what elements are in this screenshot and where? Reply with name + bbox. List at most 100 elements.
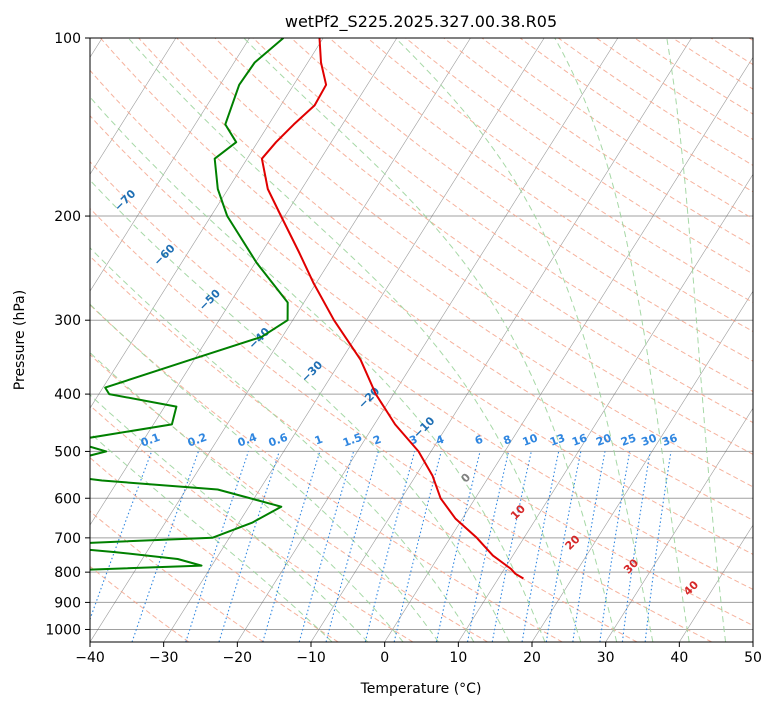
mixing-ratio-line [521, 451, 560, 642]
isotherm [384, 56, 753, 642]
isotherm [90, 38, 177, 175]
mixing-ratio-line [364, 451, 416, 642]
dry-adiabat-label: 30 [621, 556, 641, 576]
chart-title: wetPf2_S225.2025.327.00.38.R05 [285, 12, 557, 32]
x-tick-label: −10 [296, 650, 326, 666]
moist-adiabat [90, 303, 439, 642]
isotherm [90, 38, 398, 526]
plot-grid [90, 38, 753, 642]
dry-adiabat-label: 10 [508, 502, 528, 522]
x-tick-label: 50 [744, 650, 762, 666]
y-tick-label: 900 [54, 595, 81, 611]
dry-adiabat-label: −70 [112, 187, 139, 214]
mixing-ratio-line [325, 451, 379, 642]
moist-adiabat [554, 38, 690, 642]
y-tick-label: 300 [54, 313, 81, 329]
dry-adiabat-label: −60 [151, 242, 178, 269]
x-tick-label: −20 [223, 650, 253, 666]
y-tick-label: 200 [54, 209, 81, 225]
x-axis: −40 −30 −20 −10 0 10 20 30 40 50 [75, 642, 762, 666]
mixing-ratio-label: 10 [521, 431, 540, 449]
x-tick-label: 0 [380, 650, 389, 666]
dry-adiabat [481, 38, 753, 220]
mixing-ratio-line [599, 451, 631, 642]
x-tick-label: 10 [449, 650, 467, 666]
moist-adiabat [127, 38, 582, 642]
y-axis: 100 200 300 400 500 600 700 800 900 1000 [45, 31, 90, 638]
x-tick-label: 20 [523, 650, 541, 666]
mixing-ratio-label: 16 [570, 431, 589, 449]
moist-adiabat [90, 351, 404, 642]
mixing-ratio-line [572, 451, 606, 642]
moist-adiabat [90, 96, 546, 642]
moist-adiabat [666, 38, 727, 642]
dry-adiabat [90, 207, 712, 642]
mixing-ratio-label: 1.5 [341, 431, 364, 450]
mixing-ratio-line [131, 451, 199, 642]
mixing-ratio-label: 8 [502, 433, 514, 448]
mixing-ratio-label: 0.2 [186, 431, 209, 450]
x-tick-label: 40 [670, 650, 688, 666]
y-tick-label: 1000 [45, 622, 81, 638]
mixing-ratio-label: 6 [473, 433, 485, 448]
isotherm [752, 641, 753, 642]
y-axis-label: Pressure (hPa) [12, 290, 28, 390]
dry-adiabat [90, 353, 488, 642]
dry-adiabat-label: −90 [20, 99, 47, 126]
mixing-ratio-label: 25 [619, 431, 638, 448]
moist-adiabat [395, 38, 654, 642]
mixing-ratio-line [621, 451, 651, 642]
mixing-ratio-label: 30 [640, 431, 659, 449]
mixing-ratio-label: 0.6 [267, 431, 290, 450]
isotherm [90, 38, 471, 642]
line-labels: 0.10.20.40.611.52346810131620253036−100−… [0, 55, 701, 599]
moist-adiabat [90, 247, 475, 642]
mixing-ratio-line [644, 451, 672, 642]
x-tick-label: 30 [597, 650, 615, 666]
dry-adiabat-label: −50 [196, 287, 223, 314]
isotherm [90, 38, 250, 292]
mixing-ratio-line [218, 451, 280, 642]
dry-adiabat-label: −80 [66, 143, 93, 170]
dry-adiabat [557, 38, 753, 167]
dry-adiabat [90, 161, 753, 627]
dry-adiabat [99, 38, 753, 521]
temperature-line [260, 38, 524, 580]
isotherm [163, 38, 545, 642]
isotherm [458, 173, 753, 642]
dry-adiabat [519, 38, 753, 193]
y-tick-label: 600 [54, 491, 81, 507]
moist-adiabat [90, 432, 333, 642]
dry-adiabat [90, 404, 414, 642]
profile-series [90, 38, 524, 580]
dry-adiabat [90, 69, 753, 555]
x-tick-label: −30 [149, 650, 179, 666]
mixing-ratio-label: 13 [548, 431, 567, 448]
dry-adiabat-label: −100 [0, 55, 2, 87]
y-tick-label: 500 [54, 444, 81, 460]
dry-adiabat-label: −10 [411, 414, 438, 441]
plot-frame [89, 37, 754, 643]
y-tick-label: 400 [54, 387, 81, 403]
dry-adiabat [90, 114, 753, 590]
mixing-ratio-label: 36 [660, 431, 679, 449]
isotherm [237, 38, 619, 642]
y-tick-label: 700 [54, 531, 81, 547]
dry-adiabat [595, 38, 753, 141]
isotherm [679, 524, 753, 642]
dry-adiabat [366, 38, 753, 303]
mixing-ratio-label: 2 [371, 433, 383, 448]
dewpoint-line [90, 38, 289, 571]
mixing-ratio-line [298, 451, 355, 642]
dry-adiabat [328, 38, 753, 333]
moist-adiabat [90, 179, 510, 642]
x-tick-label: −40 [75, 650, 105, 666]
dry-adiabat-label: 40 [681, 578, 701, 598]
mixing-ratio-label: 1 [313, 433, 325, 448]
dry-adiabat [176, 38, 753, 455]
dry-adiabat [443, 38, 753, 247]
mixing-ratio-label: 4 [434, 433, 446, 448]
isotherm [605, 407, 753, 642]
dry-adiabat [710, 38, 753, 66]
